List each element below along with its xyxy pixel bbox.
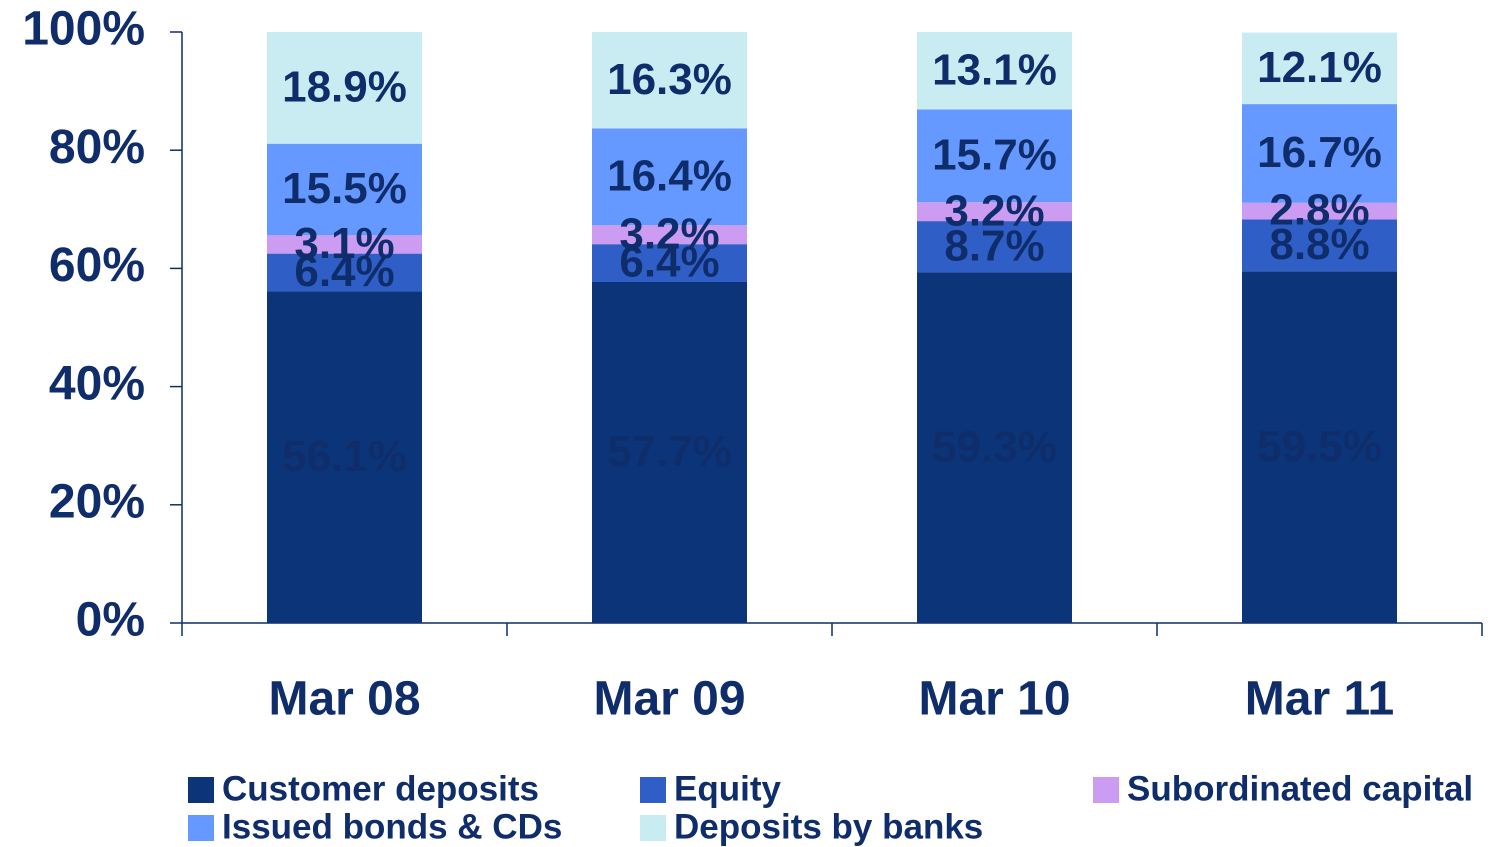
data-label: 6.4% (619, 238, 719, 287)
legend-label: Subordinated capital (1127, 769, 1473, 808)
bar-segment (592, 225, 747, 245)
legend-swatch (188, 815, 214, 841)
legend-swatch (188, 777, 214, 803)
data-label: 15.7% (932, 130, 1057, 179)
data-label: 18.9% (282, 62, 407, 111)
legend-label: Customer deposits (222, 769, 539, 808)
bar-segment (267, 143, 422, 236)
data-label: 2.8% (1269, 186, 1369, 235)
data-label: 16.3% (607, 55, 732, 104)
bar-segment (1242, 219, 1397, 272)
legend-swatch (1093, 777, 1119, 803)
bar-segment (1242, 271, 1397, 623)
bar-segment (1242, 202, 1397, 220)
bar-segment (267, 291, 422, 623)
bar-segment (267, 235, 422, 254)
bar-segment (267, 253, 422, 292)
data-label: 3.2% (944, 186, 1044, 235)
data-label: 16.7% (1257, 128, 1382, 177)
bar-segment (917, 202, 1072, 222)
y-tick-label: 40% (49, 357, 145, 410)
bar-segment (917, 32, 1072, 110)
data-label: 59.5% (1257, 422, 1382, 471)
data-label: 13.1% (932, 45, 1057, 94)
data-label: 3.2% (619, 209, 719, 258)
y-tick-label: 100% (22, 3, 145, 56)
legend-label: Issued bonds & CDs (222, 807, 562, 846)
bar-segment (267, 32, 422, 144)
legend-label: Deposits by banks (674, 807, 983, 846)
x-tick-label: Mar 11 (1245, 673, 1394, 726)
bar-segment (592, 32, 747, 129)
bar-segment (1242, 32, 1397, 105)
data-label: 56.1% (282, 432, 407, 481)
data-label: 15.5% (282, 164, 407, 213)
data-label: 3.1% (294, 219, 394, 268)
data-label: 12.1% (1257, 43, 1382, 92)
bar-segment (917, 109, 1072, 203)
bar-segment (917, 221, 1072, 273)
data-label: 59.3% (932, 422, 1057, 471)
legend-swatch (640, 815, 666, 841)
x-tick-label: Mar 09 (593, 673, 745, 726)
y-tick-label: 60% (49, 239, 145, 292)
bar-segment (592, 128, 747, 226)
y-tick-label: 0% (76, 594, 145, 647)
data-label: 8.8% (1269, 220, 1369, 269)
y-tick-label: 20% (49, 475, 145, 528)
y-tick-label: 80% (49, 121, 145, 174)
data-label: 6.4% (294, 247, 394, 296)
x-tick-label: Mar 08 (268, 673, 420, 726)
legend-swatch (640, 777, 666, 803)
bar-segment (1242, 104, 1397, 203)
legend-label: Equity (674, 769, 781, 808)
x-tick-label: Mar 10 (918, 673, 1070, 726)
bar-segment (592, 281, 747, 623)
bar-segment (917, 272, 1072, 623)
data-label: 16.4% (607, 151, 732, 200)
bar-segment (592, 244, 747, 282)
data-label: 57.7% (607, 427, 732, 476)
data-label: 8.7% (944, 221, 1044, 270)
